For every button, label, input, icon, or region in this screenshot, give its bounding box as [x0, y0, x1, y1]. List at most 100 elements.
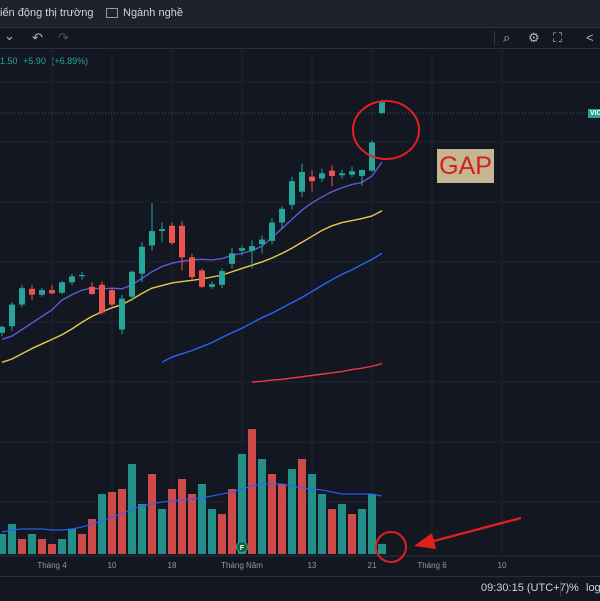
- candle-body: [159, 229, 165, 232]
- candlestick-chart[interactable]: Tháng 4 10 18 Tháng Năm 13 21 Tháng 6 10 F: [0, 27, 600, 575]
- candle-body: [259, 239, 265, 245]
- volume-bar: [208, 509, 216, 554]
- candle-body: [199, 270, 205, 287]
- x-tick-label: 13: [308, 561, 317, 570]
- candle-body: [179, 225, 185, 258]
- volume-bar: [78, 534, 86, 554]
- candle: [129, 270, 135, 302]
- candle-body: [279, 208, 285, 223]
- volume-bar: [38, 539, 46, 554]
- candle: [249, 240, 255, 269]
- volume-bar: [298, 459, 306, 554]
- candle: [69, 273, 75, 285]
- top-tab-bar: iến động thị trường Ngành nghề: [0, 0, 600, 28]
- legend-change-pct: (+6.89%): [51, 56, 89, 66]
- candle-body: [9, 304, 15, 327]
- candle: [329, 165, 335, 187]
- candle: [219, 268, 225, 289]
- candle: [199, 268, 205, 289]
- share-icon[interactable]: <: [586, 30, 594, 45]
- candle: [59, 280, 65, 295]
- x-tick-label: 10: [108, 561, 117, 570]
- candle: [269, 217, 275, 245]
- volume-bar: [318, 494, 326, 554]
- price-legend: 1.50 +5.90 (+6.89%): [0, 56, 91, 66]
- volume-bar: [68, 529, 76, 554]
- annotation-arrow-head: [414, 533, 436, 549]
- volume-bar: [168, 489, 176, 554]
- candle: [349, 166, 355, 178]
- volume-bar: [348, 514, 356, 554]
- quick-search-icon[interactable]: ⌕: [503, 30, 511, 45]
- candle-body: [169, 225, 175, 243]
- candle-body: [119, 298, 125, 330]
- candle-body: [189, 257, 195, 277]
- volume-bar: [358, 509, 366, 554]
- volume-bar: [108, 492, 116, 554]
- price-tag: VIC: [588, 109, 600, 118]
- volume-bar: [248, 429, 256, 554]
- candle: [189, 254, 195, 281]
- candle: [159, 222, 165, 243]
- volume-bar: [218, 514, 226, 554]
- candle-body: [379, 100, 385, 113]
- candle-body: [209, 284, 215, 287]
- redo-icon[interactable]: ↷: [58, 30, 69, 45]
- candle: [359, 169, 365, 186]
- candle-body: [289, 181, 295, 205]
- candle-body: [149, 231, 155, 246]
- bottom-bar: 09:30:15 (UTC+7) % log: [0, 576, 600, 601]
- candle: [0, 325, 5, 337]
- candle: [209, 281, 215, 289]
- tab-industry[interactable]: Ngành nghề: [106, 7, 183, 19]
- candle-body: [29, 288, 35, 295]
- fullscreen-icon[interactable]: ⛶: [553, 30, 563, 45]
- candle: [89, 282, 95, 295]
- chevron-down-icon[interactable]: ⌄: [4, 28, 15, 43]
- candle: [229, 247, 235, 269]
- log-toggle[interactable]: log: [586, 582, 600, 594]
- event-marker-label: F: [240, 545, 245, 552]
- percent-toggle[interactable]: %: [569, 582, 579, 594]
- candle-body: [129, 271, 135, 297]
- candle: [99, 281, 105, 315]
- volume-bar: [18, 539, 26, 554]
- candle-body: [269, 222, 275, 241]
- candle: [309, 170, 315, 192]
- candle: [79, 271, 85, 280]
- volume-bar: [148, 474, 156, 554]
- volume-bar: [288, 469, 296, 554]
- volume-bar: [58, 539, 66, 554]
- candle: [179, 221, 185, 271]
- volume-bar: [368, 494, 376, 554]
- time-display[interactable]: 09:30:15 (UTC+7): [481, 582, 570, 594]
- volume-bar: [278, 484, 286, 554]
- volume-ma-line: [1, 483, 383, 533]
- gap-label: GAP: [437, 149, 494, 183]
- ma-line-2: [161, 252, 383, 363]
- tab-market-movement[interactable]: iến động thị trường: [0, 7, 93, 19]
- candle: [279, 206, 285, 230]
- volume-bar: [328, 509, 336, 554]
- candle-body: [19, 288, 25, 305]
- x-tick-label: 10: [498, 561, 507, 570]
- candle-body: [89, 286, 95, 295]
- volume-bars: [0, 429, 386, 554]
- chart-toolbar: ⌄ ↶ ↷ ⌕ ⚙ ⛶ <: [0, 28, 600, 49]
- settings-gear-icon[interactable]: ⚙: [528, 30, 540, 45]
- candle: [239, 245, 245, 256]
- candle-body: [99, 284, 105, 313]
- undo-icon[interactable]: ↶: [32, 30, 43, 45]
- volume-bar: [308, 474, 316, 554]
- x-tick-label: 21: [368, 561, 377, 570]
- candle: [379, 99, 385, 115]
- volume-bar: [268, 474, 276, 554]
- candle: [39, 288, 45, 297]
- candle: [259, 235, 265, 254]
- candle-body: [339, 173, 345, 176]
- volume-bar: [158, 509, 166, 554]
- x-tick-label: Tháng Năm: [221, 561, 263, 570]
- candle: [299, 163, 305, 197]
- candle-body: [229, 253, 235, 264]
- candle-body: [69, 276, 75, 283]
